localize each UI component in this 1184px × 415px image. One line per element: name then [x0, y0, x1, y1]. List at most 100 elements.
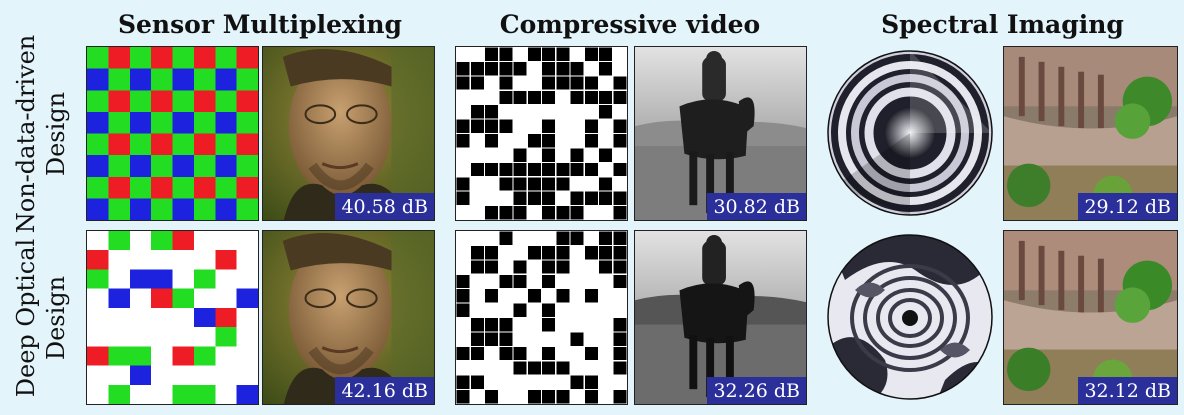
mask-cell — [527, 90, 541, 105]
mask-cell — [556, 162, 570, 177]
mask-cell — [599, 245, 613, 260]
mask-cell — [584, 191, 598, 206]
mask-cell — [542, 134, 556, 148]
mask-cell — [151, 47, 173, 69]
mask-cell — [215, 327, 237, 347]
mask-cell — [542, 90, 556, 105]
mask-cell — [527, 191, 541, 206]
horse-rider-reconstruction-image: 32.26 dB — [634, 230, 807, 405]
mask-cell — [470, 105, 484, 119]
mask-cell — [613, 260, 627, 274]
mask-cell — [584, 289, 598, 303]
mask-cell — [456, 289, 470, 303]
mask-cell — [129, 346, 152, 366]
mask-cell — [499, 119, 513, 133]
mask-cell — [456, 346, 470, 361]
mask-cell — [527, 162, 541, 177]
mask-cell — [236, 155, 258, 177]
mask-cell — [215, 198, 237, 220]
mask-cell — [236, 288, 258, 308]
column-title-spectral-imaging: Spectral Imaging — [881, 10, 1124, 39]
row-label-non-data-driven: Non-data-driven Design — [0, 34, 82, 232]
mask-cell — [215, 133, 237, 156]
mask-cell — [129, 47, 152, 69]
mask-cell — [456, 375, 470, 390]
mask-cell — [599, 231, 613, 245]
mask-cell — [87, 47, 109, 69]
mask-cell — [236, 90, 258, 112]
mask-cell — [542, 162, 556, 177]
mask-cell — [87, 198, 109, 220]
mask-cell — [456, 191, 470, 206]
mask-cell — [556, 76, 570, 90]
mask-cell — [151, 68, 173, 91]
mask-cell — [513, 90, 527, 105]
mask-cell — [129, 155, 152, 177]
mask-cell — [513, 177, 527, 191]
mask-cell — [108, 47, 130, 69]
mask-cell — [542, 361, 556, 375]
mask-cell — [172, 346, 194, 366]
mask-cell — [570, 148, 584, 162]
mask-cell — [172, 231, 194, 251]
mask-cell — [151, 198, 173, 220]
mask-cell — [556, 260, 570, 274]
mask-cell — [613, 206, 627, 220]
mask-cell — [542, 47, 556, 61]
mask-cell — [193, 133, 216, 156]
mask-cell — [584, 90, 598, 105]
mask-cell — [584, 346, 598, 361]
mask-cell — [193, 47, 216, 69]
mask-cell — [499, 346, 513, 361]
mask-cell — [570, 332, 584, 346]
mask-cell — [108, 155, 130, 177]
mask-cell — [485, 245, 499, 260]
mask-cell — [542, 260, 556, 274]
psnr-badge: 30.82 dB — [707, 193, 806, 220]
mask-cell — [215, 307, 237, 328]
mask-cell — [236, 133, 258, 156]
mask-cell — [151, 155, 173, 177]
mask-cell — [215, 90, 237, 112]
mask-cell — [108, 346, 130, 366]
mask-cell — [129, 176, 152, 199]
mask-cell — [87, 90, 109, 112]
mask-cell — [129, 365, 152, 385]
mask-cell — [193, 68, 216, 91]
mask-cell — [613, 162, 627, 177]
mask-cell — [215, 176, 237, 199]
castle-reconstruction-image: 29.12 dB — [1003, 46, 1178, 221]
mask-cell — [584, 162, 598, 177]
mask-cell — [151, 133, 173, 156]
mask-cell — [87, 155, 109, 177]
mask-cell — [513, 303, 527, 317]
mask-cell — [172, 288, 194, 308]
mask-cell — [470, 61, 484, 76]
row-label-line: Deep Optical — [12, 238, 40, 397]
learned-color-mask-pattern — [86, 230, 259, 405]
mask-cell — [556, 289, 570, 303]
mask-cell — [584, 375, 598, 390]
mask-cell — [456, 303, 470, 317]
mask-cell — [470, 76, 484, 90]
mask-cell — [542, 61, 556, 76]
mask-cell — [456, 119, 470, 133]
mask-cell — [584, 76, 598, 90]
mask-cell — [570, 191, 584, 206]
mask-cell — [151, 90, 173, 112]
mask-cell — [556, 361, 570, 375]
mask-cell — [236, 47, 258, 69]
mask-cell — [172, 90, 194, 112]
mask-cell — [542, 177, 556, 191]
mask-cell — [527, 134, 541, 148]
mask-cell — [527, 361, 541, 375]
mask-cell — [499, 76, 513, 90]
mask-cell — [172, 68, 194, 91]
mask-cell — [485, 134, 499, 148]
mask-cell — [527, 177, 541, 191]
mask-cell — [172, 47, 194, 69]
mask-cell — [236, 198, 258, 220]
mask-cell — [542, 191, 556, 206]
mask-cell — [542, 303, 556, 317]
mask-cell — [570, 162, 584, 177]
